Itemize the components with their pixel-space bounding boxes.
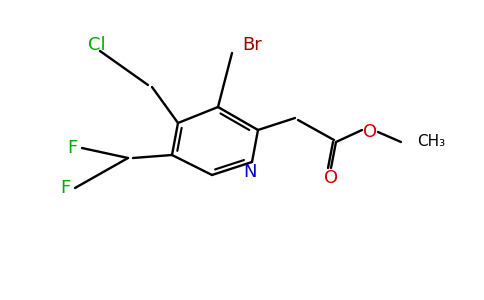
Text: F: F: [60, 179, 70, 197]
Text: Cl: Cl: [88, 36, 106, 54]
Text: N: N: [243, 163, 257, 181]
Text: F: F: [67, 139, 77, 157]
Text: CH₃: CH₃: [417, 134, 445, 149]
Text: O: O: [324, 169, 338, 187]
Text: Br: Br: [242, 36, 262, 54]
Text: O: O: [363, 123, 377, 141]
